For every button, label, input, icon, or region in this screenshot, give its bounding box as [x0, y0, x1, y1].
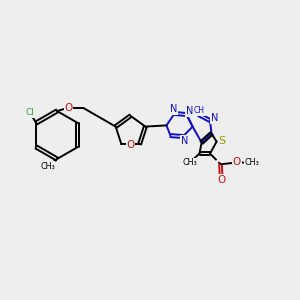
- Text: O: O: [64, 103, 73, 113]
- Text: CH₃: CH₃: [182, 158, 197, 167]
- Text: O: O: [232, 157, 241, 167]
- Text: CH₃: CH₃: [40, 162, 55, 171]
- Text: O: O: [126, 140, 135, 150]
- Text: N: N: [181, 136, 188, 146]
- Text: CH: CH: [194, 106, 205, 115]
- Text: N: N: [211, 113, 218, 124]
- Text: N: N: [186, 106, 193, 116]
- Text: N: N: [170, 104, 177, 115]
- Text: CH₃: CH₃: [244, 158, 259, 167]
- Text: Cl: Cl: [26, 108, 35, 117]
- Text: S: S: [218, 136, 226, 146]
- Text: O: O: [218, 175, 226, 185]
